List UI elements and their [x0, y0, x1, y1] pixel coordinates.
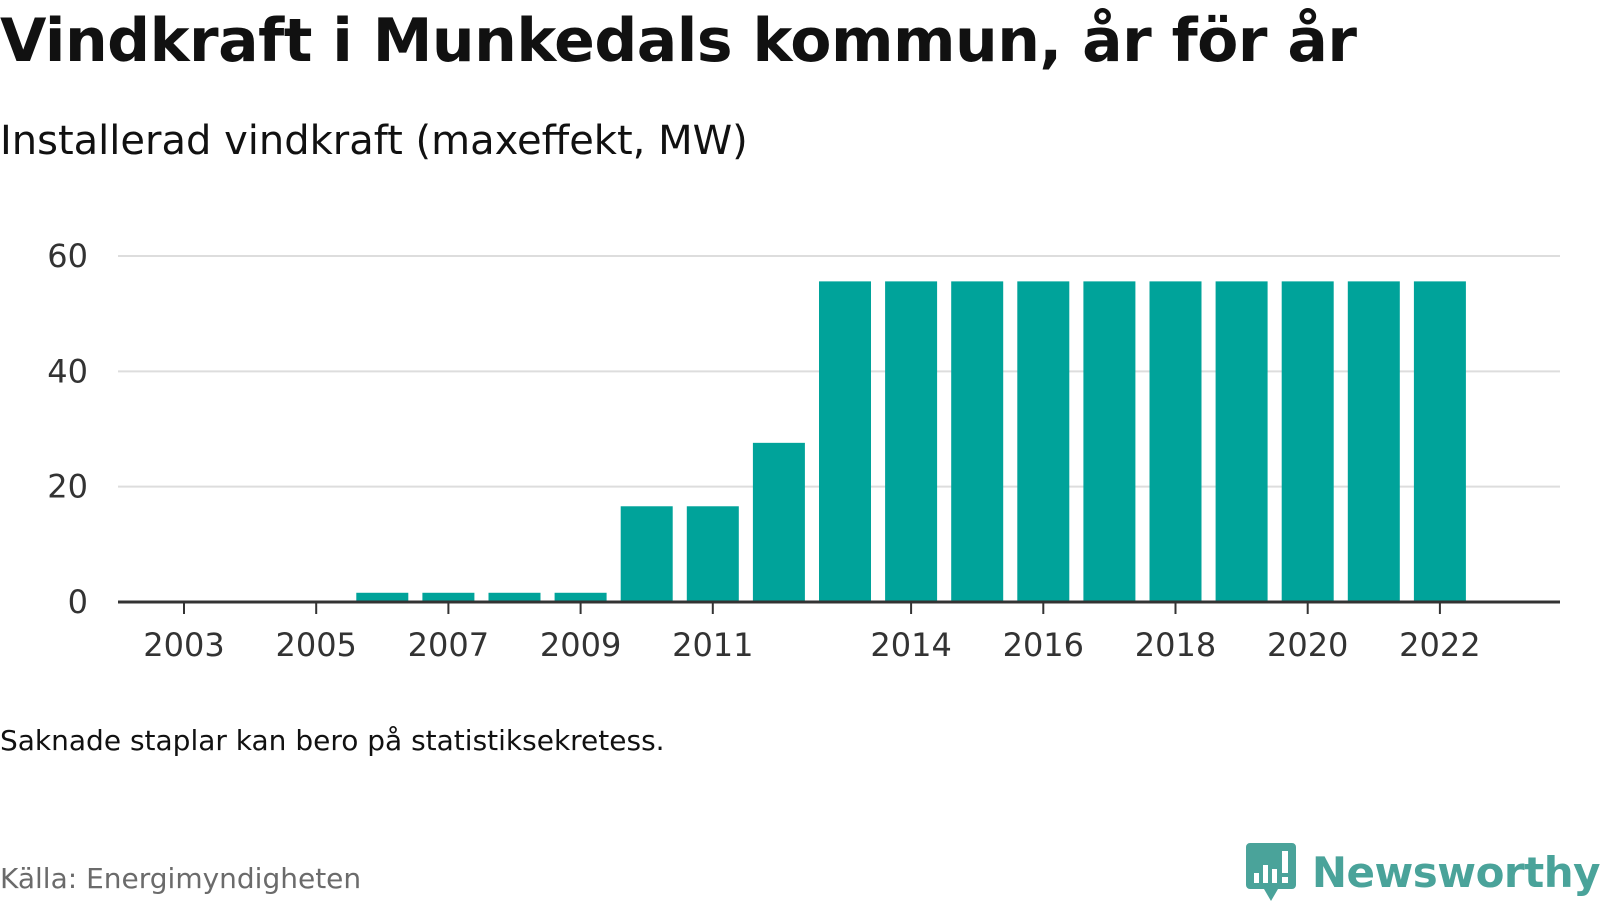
y-tick-label: 0 [68, 583, 88, 621]
bar-2006 [356, 592, 409, 602]
x-tick-label: 2020 [1267, 626, 1348, 664]
bar-2014 [885, 281, 938, 602]
bar-2018 [1149, 281, 1202, 602]
bars [356, 281, 1466, 602]
bar-2022 [1413, 281, 1466, 602]
x-axis-ticks: 2003 2005 2007 2009 2011 2014 2016 2018 2020 2022 [143, 602, 1481, 664]
x-tick-label: 2014 [870, 626, 951, 664]
bar-2021 [1347, 281, 1400, 602]
bar-2019 [1215, 281, 1268, 602]
chart-title: Vindkraft i Munkedals kommun, år för år [0, 6, 1357, 76]
brand-name: Newsworthy [1311, 847, 1600, 897]
chart-subtitle: Installerad vindkraft (maxeffekt, MW) [0, 118, 748, 164]
bar-2008 [488, 592, 541, 602]
bar-2010 [620, 506, 673, 602]
bar-2007 [422, 592, 475, 602]
bar-2012 [752, 442, 805, 602]
x-tick-label: 2003 [143, 626, 224, 664]
x-tick-label: 2005 [275, 626, 356, 664]
y-tick-label: 40 [47, 352, 88, 390]
bar-2015 [951, 281, 1004, 602]
brand-logo: Newsworthy [1245, 842, 1600, 902]
bar-2013 [819, 281, 871, 602]
x-tick-label: 2007 [408, 626, 489, 664]
y-tick-label: 20 [47, 468, 88, 506]
x-tick-label: 2022 [1399, 626, 1480, 664]
bar-2020 [1281, 281, 1334, 602]
x-tick-label: 2009 [540, 626, 621, 664]
bar-2011 [686, 506, 739, 602]
x-tick-label: 2016 [1003, 626, 1084, 664]
footnote: Saknade staplar kan bero på statistiksek… [0, 724, 665, 757]
y-axis-ticks: 0 20 40 60 [47, 237, 88, 621]
x-tick-label: 2011 [672, 626, 753, 664]
bar-2016 [1017, 281, 1070, 602]
bar-2009 [554, 592, 607, 602]
bar-2017 [1083, 281, 1136, 602]
y-tick-label: 60 [47, 237, 88, 275]
source-label: Källa: Energimyndigheten [0, 862, 362, 895]
x-tick-label: 2018 [1135, 626, 1216, 664]
bar-chart-speech-bubble-icon [1245, 843, 1296, 901]
